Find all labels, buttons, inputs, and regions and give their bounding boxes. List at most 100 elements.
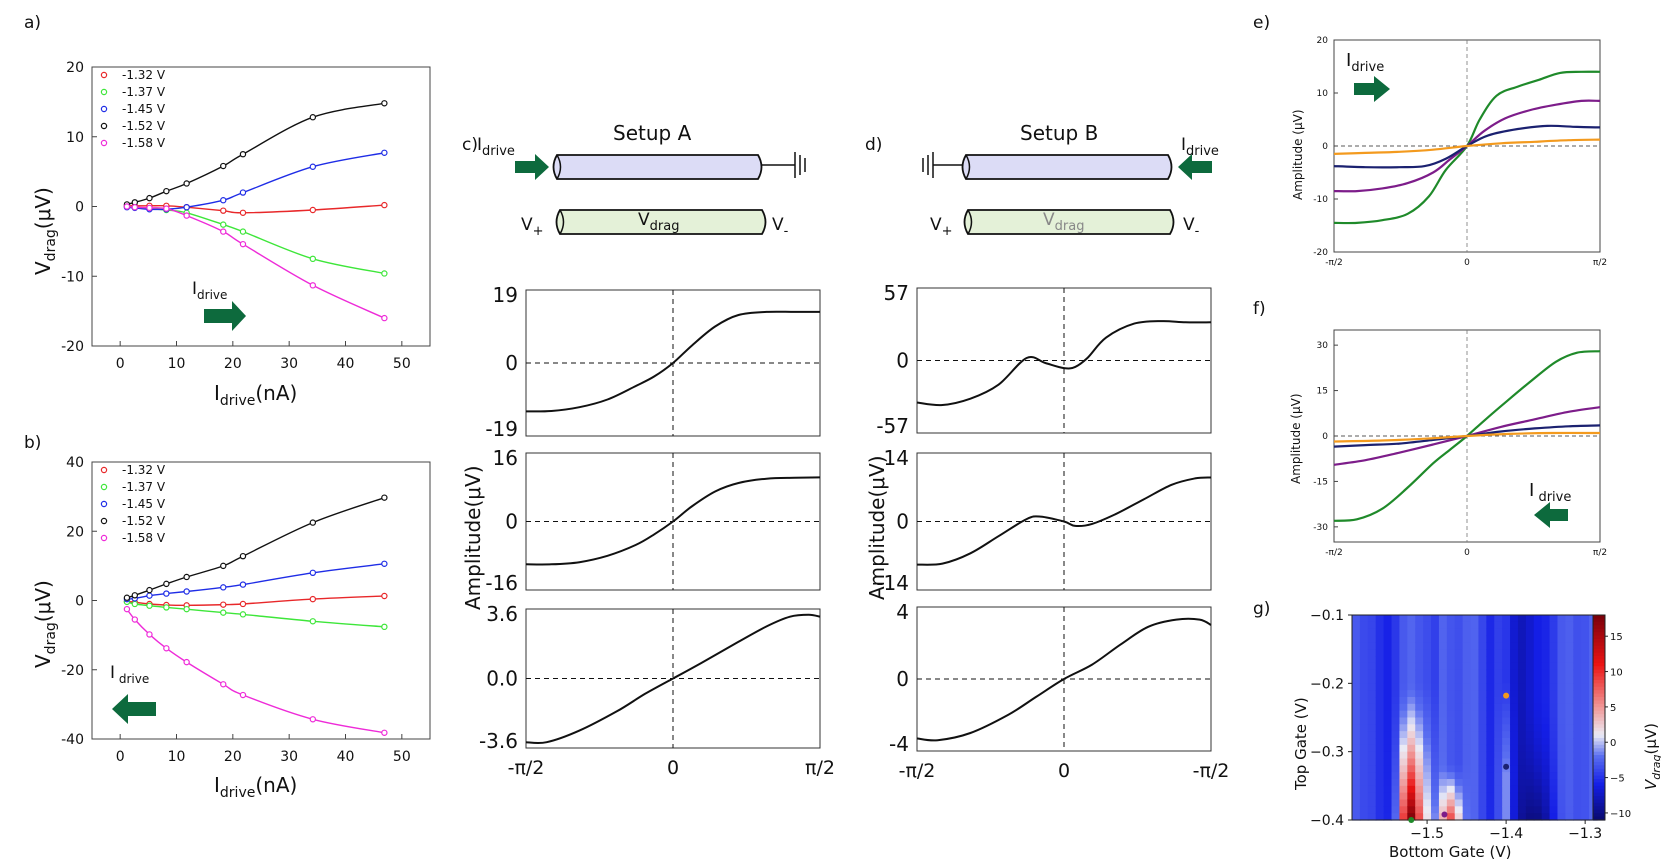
heatmap-cell [1581, 813, 1590, 821]
panel-e-chart: Amplitude (μV) Idrive 20 10 0 -10 -20-π/2 0 π/… [1291, 36, 1607, 268]
heatmap-cell [1446, 806, 1456, 814]
heatmap-cell [1494, 724, 1503, 732]
y-tick-label: -40 [61, 732, 84, 748]
y-tick-label: 20 [1317, 36, 1329, 46]
setup-b-schematic: Setup B Idrive V+ Vdrag V- [922, 121, 1219, 239]
heatmap-cell [1375, 744, 1385, 753]
heatmap-cell [1359, 765, 1369, 773]
heatmap-cell [1510, 703, 1519, 712]
panel-label-e: e) [1253, 13, 1270, 33]
heatmap-cell [1470, 662, 1480, 671]
heatmap-cell [1359, 813, 1369, 821]
heatmap-cell [1359, 779, 1369, 787]
heatmap-cell [1581, 806, 1590, 814]
heatmap-cell [1462, 806, 1472, 814]
heatmap-cell [1502, 656, 1511, 664]
heatmap-cell [1423, 669, 1432, 678]
heatmap-cell [1502, 799, 1511, 807]
colorbar-cell [1593, 707, 1605, 712]
heatmap-cell [1549, 744, 1559, 753]
heatmap-cell [1549, 615, 1559, 623]
heatmap-cell [1446, 758, 1456, 766]
heatmap-cell [1462, 813, 1472, 821]
heatmap-cell [1478, 621, 1487, 630]
heatmap-cell [1352, 635, 1361, 643]
heatmap-cell [1565, 649, 1574, 657]
heatmap-cell [1431, 697, 1440, 705]
heatmap-cell [1581, 615, 1590, 623]
heatmap-cell [1391, 758, 1401, 766]
heatmap-cell [1399, 738, 1408, 746]
heatmap-cell [1565, 785, 1574, 794]
heatmap-cell [1359, 676, 1369, 684]
heatmap-cell [1557, 642, 1566, 650]
series-line-orange [1333, 138, 1601, 155]
heatmap-cell [1510, 731, 1519, 739]
y-tick-label: -20 [61, 663, 84, 679]
panel-b-chart: Idrive(nA) Vdrag(μV) I drive 0 10 20 30 40 50… [31, 455, 431, 801]
heatmap-cell [1510, 615, 1519, 623]
heatmap-cell [1446, 724, 1456, 732]
heatmap-cell [1359, 792, 1369, 801]
legend-label: -1.58 V [122, 531, 166, 545]
setup-b-drive-arrow-icon [1178, 154, 1212, 180]
heatmap-cell [1446, 792, 1456, 801]
heatmap-cell [1517, 676, 1527, 684]
heatmap-cell [1565, 744, 1574, 753]
heatmap-cell [1549, 751, 1559, 760]
heatmap-cell [1581, 799, 1590, 807]
heatmap-cell [1383, 662, 1393, 671]
heatmap-cell [1486, 649, 1495, 657]
heatmap-cell [1438, 683, 1448, 691]
heatmap-cell [1399, 758, 1408, 766]
heatmap-cell [1525, 813, 1535, 821]
heatmap-cell [1454, 642, 1464, 650]
heatmap-cell [1407, 717, 1416, 725]
setup-a-drive-tube [552, 154, 763, 180]
heatmap-cell [1399, 792, 1408, 801]
heatmap-cell [1502, 669, 1511, 678]
heatmap-cell [1454, 799, 1464, 807]
heatmap-cell [1557, 772, 1566, 780]
x-tick-label: −1.4 [1489, 826, 1523, 842]
heatmap-cell [1352, 724, 1361, 732]
heatmap-cell [1486, 724, 1495, 732]
heatmap-cell [1549, 621, 1559, 630]
heatmap-cell [1399, 785, 1408, 794]
heatmap-cell [1367, 676, 1377, 684]
heatmap-cell [1581, 676, 1590, 684]
heatmap-cell [1565, 697, 1574, 705]
heatmap-cell [1438, 731, 1448, 739]
heatmap-cell [1549, 628, 1559, 637]
heatmap-cell [1438, 703, 1448, 712]
heatmap-cell [1565, 751, 1574, 760]
y-tick-label: −0.2 [1310, 676, 1344, 692]
heatmap-cell [1470, 710, 1480, 719]
heatmap-cell [1565, 703, 1574, 712]
y-tick-label: -14 [876, 571, 909, 595]
heatmap-cell [1446, 799, 1456, 807]
colorbar-cell [1593, 666, 1605, 671]
heatmap-cell [1573, 813, 1582, 821]
heatmap-cell [1454, 662, 1464, 671]
heatmap-cell [1431, 813, 1440, 821]
heatmap-cell [1573, 744, 1582, 753]
colorbar-frame [1592, 614, 1606, 821]
heatmap-cell [1462, 621, 1472, 630]
setup-a-drive-arrow-icon [515, 154, 549, 180]
heatmap-cell [1391, 806, 1401, 814]
heatmap-cell [1359, 703, 1369, 712]
heatmap-cell [1486, 785, 1495, 794]
colorbar-cell [1593, 628, 1605, 633]
trace-line [916, 320, 1212, 407]
colorbar-cell [1593, 656, 1605, 661]
colorbar-cell [1593, 799, 1605, 804]
heatmap-cell [1454, 744, 1464, 753]
heatmap-cell [1438, 751, 1448, 760]
heatmap-cell [1502, 710, 1511, 719]
heatmap-cell [1391, 649, 1401, 657]
y-tick-label: 3.6 [486, 602, 518, 626]
heatmap-cell [1557, 758, 1566, 766]
heatmap-cell [1494, 792, 1503, 801]
heatmap-cell [1573, 779, 1582, 787]
